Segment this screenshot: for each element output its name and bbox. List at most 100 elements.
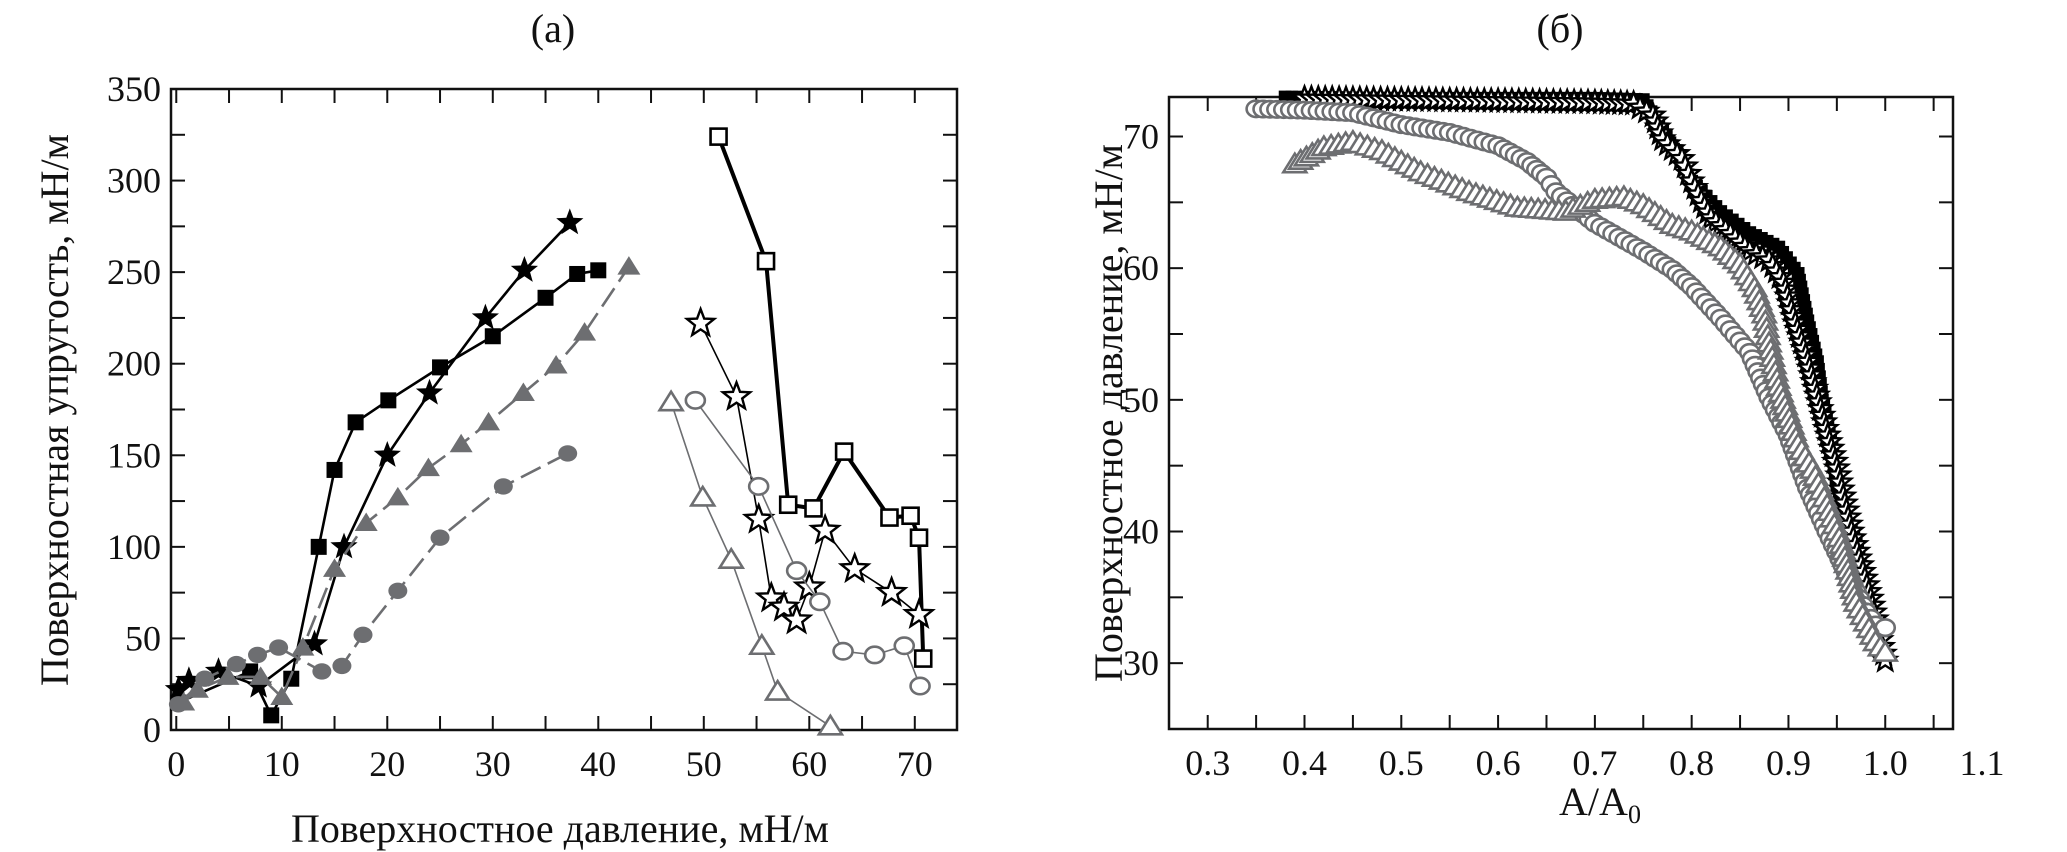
triangle-marker bbox=[216, 666, 240, 685]
x-tick-label: 0.4 bbox=[1282, 743, 1327, 783]
triangle-marker bbox=[270, 686, 294, 706]
panel-a-label: (а) bbox=[531, 6, 575, 51]
y-tick-label: 70 bbox=[1123, 117, 1159, 157]
star-marker bbox=[767, 589, 801, 622]
circle-marker bbox=[863, 645, 886, 665]
circle-marker bbox=[388, 582, 408, 600]
square-marker bbox=[484, 328, 501, 345]
square-marker bbox=[326, 461, 343, 478]
y-tick-label: 150 bbox=[107, 435, 161, 475]
square-marker bbox=[242, 663, 259, 680]
triangle-marker bbox=[747, 632, 776, 656]
x-tick-label: 40 bbox=[580, 744, 616, 784]
y-tick-label: 50 bbox=[125, 618, 161, 658]
star-marker bbox=[902, 596, 936, 629]
y-tick-label: 30 bbox=[1123, 643, 1159, 683]
triangle-marker bbox=[511, 382, 535, 402]
square-marker bbox=[804, 499, 823, 518]
circle-marker bbox=[684, 390, 707, 410]
triangle-marker bbox=[323, 558, 347, 577]
series-line bbox=[182, 265, 630, 704]
x-tick-label: 0.6 bbox=[1476, 743, 1521, 783]
x-tick-label: 1.0 bbox=[1863, 743, 1908, 783]
square-marker bbox=[590, 262, 607, 279]
y-tick-label: 300 bbox=[107, 161, 161, 201]
series-2 bbox=[172, 256, 641, 711]
circle-marker bbox=[168, 696, 188, 713]
x-tick-label: 50 bbox=[686, 744, 722, 784]
triangle-marker bbox=[688, 484, 717, 507]
star-marker bbox=[415, 378, 444, 405]
series-1 bbox=[164, 208, 584, 702]
series-0 bbox=[170, 262, 607, 724]
series-line bbox=[1304, 97, 1886, 661]
x-tick-label: 0.3 bbox=[1185, 743, 1230, 783]
y-tick-label: 100 bbox=[107, 527, 161, 567]
star-marker bbox=[330, 532, 358, 559]
circle-marker bbox=[893, 636, 916, 656]
star-marker bbox=[741, 501, 776, 534]
square-marker bbox=[263, 707, 280, 724]
square-marker bbox=[347, 414, 364, 431]
series-line bbox=[1285, 96, 1886, 657]
triangle-marker bbox=[291, 637, 315, 656]
star-marker bbox=[300, 629, 329, 656]
star-marker bbox=[164, 675, 192, 702]
star-marker bbox=[204, 657, 233, 683]
circle-marker bbox=[747, 476, 770, 496]
star-marker bbox=[373, 441, 401, 467]
y-tick-label: 60 bbox=[1123, 248, 1159, 288]
x-tick-label: 0.5 bbox=[1379, 743, 1424, 783]
star-marker bbox=[719, 378, 754, 411]
y-tick-label: 250 bbox=[107, 252, 161, 292]
circle-marker bbox=[195, 670, 215, 687]
square-marker bbox=[901, 506, 920, 526]
star-marker bbox=[874, 574, 909, 607]
triangle-marker bbox=[449, 433, 473, 453]
panel-b: (б) A/A0 Поверхностное давление, мН/м 0.… bbox=[1086, 6, 2005, 829]
triangle-marker bbox=[416, 457, 440, 477]
square-marker bbox=[380, 392, 397, 409]
triangle-marker bbox=[249, 666, 273, 685]
series-4 bbox=[709, 127, 933, 668]
square-marker bbox=[913, 649, 933, 668]
series-6 bbox=[684, 390, 931, 696]
triangle-marker bbox=[1871, 639, 1900, 662]
circle-marker bbox=[332, 657, 352, 675]
panel-a-plot-frame bbox=[169, 87, 959, 732]
square-marker bbox=[880, 508, 899, 527]
circle-marker bbox=[312, 663, 332, 680]
panel-b-label: (б) bbox=[1537, 6, 1584, 51]
series-line bbox=[694, 399, 921, 687]
y-tick-label: 200 bbox=[107, 344, 161, 384]
circle-marker bbox=[832, 641, 854, 661]
series-3 bbox=[168, 445, 578, 713]
circle-marker bbox=[269, 639, 289, 656]
x-tick-label: 30 bbox=[475, 744, 511, 784]
series-5 bbox=[683, 305, 936, 635]
circle-marker bbox=[493, 478, 513, 495]
x-tick-label: 1.1 bbox=[1960, 743, 2005, 783]
star-marker bbox=[808, 512, 842, 545]
x-tick-label: 20 bbox=[369, 744, 405, 784]
panel-b-x-axis-label: A/A0 bbox=[1559, 779, 1641, 829]
triangle-marker bbox=[717, 546, 746, 569]
circle-marker bbox=[558, 445, 578, 462]
star-marker bbox=[683, 305, 718, 338]
y-tick-label: 50 bbox=[1123, 380, 1159, 420]
square-marker bbox=[756, 251, 776, 271]
panel-b-y-axis-label: Поверхностное давление, мН/м bbox=[1086, 144, 1131, 682]
square-marker bbox=[778, 495, 798, 515]
circle-marker bbox=[909, 676, 931, 696]
circle-marker bbox=[809, 592, 831, 612]
circle-marker bbox=[248, 646, 268, 664]
series-7 bbox=[657, 389, 845, 736]
panel-a: (а) Поверхностное давление, мН/м Поверхн… bbox=[32, 6, 959, 851]
triangle-marker bbox=[763, 678, 792, 701]
star-marker bbox=[837, 551, 872, 584]
triangle-marker bbox=[386, 486, 410, 506]
square-marker bbox=[834, 442, 854, 461]
series-0 bbox=[1278, 90, 1892, 663]
series-2 bbox=[1245, 99, 1897, 638]
